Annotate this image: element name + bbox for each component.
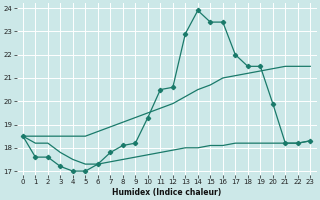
X-axis label: Humidex (Indice chaleur): Humidex (Indice chaleur) (112, 188, 221, 197)
